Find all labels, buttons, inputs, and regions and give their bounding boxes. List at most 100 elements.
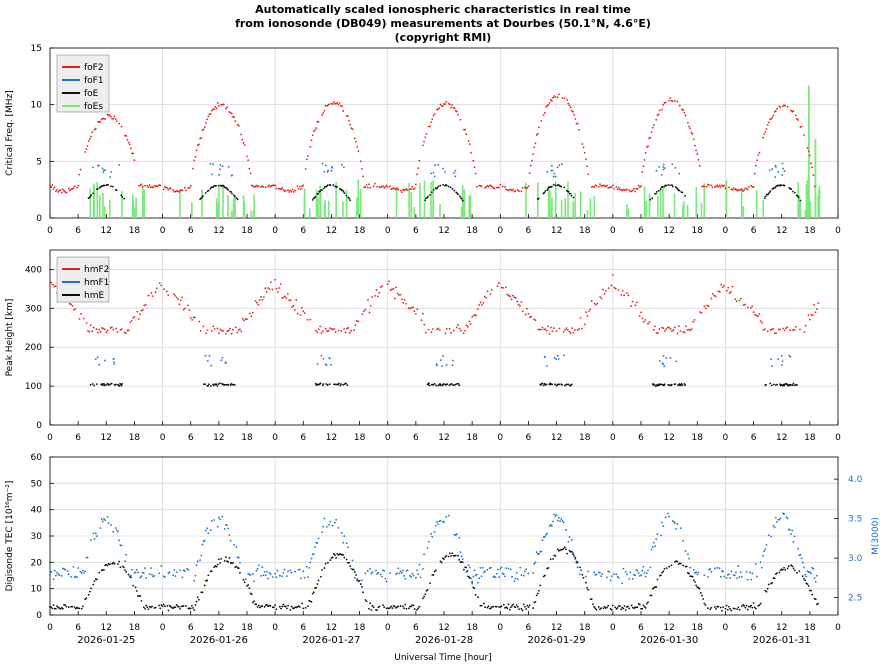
foEs-bar — [547, 188, 550, 218]
hmF2-point — [602, 288, 604, 291]
foE-point — [311, 198, 314, 201]
m3000-point — [550, 525, 553, 527]
m3000-point — [96, 535, 98, 538]
foF2-point — [467, 140, 470, 143]
hmF2-point — [747, 306, 749, 309]
tec-point — [642, 604, 645, 607]
hmF1-point — [452, 359, 454, 362]
y-tick-label: 40 — [31, 506, 43, 516]
foF2-point — [280, 188, 282, 191]
foE-point — [319, 190, 322, 193]
foE-point — [123, 197, 126, 200]
foE-point — [659, 188, 662, 191]
foF2-point — [445, 101, 448, 103]
x-tick-label: 12 — [438, 433, 449, 443]
hmF2-point — [662, 327, 665, 330]
hmF2-point — [571, 327, 573, 330]
tec-point — [78, 607, 81, 610]
foF2-point — [423, 140, 425, 143]
tec-point — [162, 603, 165, 606]
foF2-point — [195, 149, 198, 152]
hmF2-point — [679, 330, 682, 333]
x-tick-label: 18 — [579, 226, 591, 236]
foF2-point — [710, 184, 713, 187]
foF1-point — [327, 169, 330, 172]
foF2-point — [457, 113, 459, 116]
tec-point — [810, 589, 812, 592]
hmF2-point — [275, 287, 278, 290]
foF2-point — [644, 152, 647, 154]
foE-point — [453, 189, 456, 192]
tec-point — [730, 609, 733, 612]
hmE-point — [458, 384, 461, 387]
m3000-point — [406, 569, 409, 572]
foF2-point — [353, 137, 356, 140]
m3000-point — [412, 574, 415, 577]
hmF2-point — [565, 327, 568, 330]
tec-point — [74, 607, 77, 610]
m3000-point — [137, 571, 139, 574]
foF2-point — [573, 113, 576, 116]
hmF2-point — [420, 319, 423, 322]
hmF2-point — [230, 332, 233, 335]
m3000-point — [316, 542, 319, 545]
hmF2-point — [458, 327, 461, 330]
tec-point — [130, 576, 132, 579]
foF1-point — [663, 167, 666, 169]
y-tick-label: 0 — [36, 421, 42, 431]
hmF2-point — [416, 308, 419, 311]
tec-point — [628, 607, 631, 610]
foF2-point — [668, 99, 671, 102]
hmF2-point — [623, 294, 626, 297]
hmF1-point — [113, 363, 116, 366]
m3000-point — [99, 527, 102, 529]
foEs-bar — [742, 206, 745, 218]
hmF2-point — [119, 329, 122, 331]
foE-point — [764, 195, 767, 198]
foE-point — [460, 197, 463, 200]
foF2-point — [369, 186, 372, 189]
hmF2-point — [51, 283, 54, 286]
hmE-point — [118, 385, 121, 387]
foF2-point — [811, 166, 814, 169]
hmF2-point — [326, 330, 329, 333]
tec-point — [281, 605, 284, 608]
foF2-point — [487, 185, 490, 188]
hmF2-point — [607, 287, 610, 290]
foF1-point — [219, 164, 222, 166]
foF2-point — [577, 128, 580, 131]
hmF2-point — [150, 291, 153, 294]
m3000-point — [650, 548, 653, 551]
tec-point — [702, 598, 705, 600]
hmF2-point — [300, 306, 303, 309]
foF2-point — [692, 138, 695, 141]
hmF1-point — [543, 355, 546, 358]
foF2-point — [384, 185, 387, 188]
tec-point — [146, 606, 149, 609]
m3000-point — [199, 559, 201, 561]
m3000-point — [380, 575, 383, 578]
hmF2-point — [613, 286, 616, 289]
x-tick-label: 0 — [497, 226, 503, 236]
x-tick-label: 18 — [241, 623, 253, 633]
m3000-point — [647, 569, 649, 572]
hmF1-point — [563, 354, 565, 357]
m3000-point — [430, 532, 433, 535]
foEs-bar — [682, 205, 684, 218]
tec-point — [511, 604, 513, 607]
hmF2-point — [555, 330, 558, 333]
hmF2-point — [396, 292, 399, 295]
hmF2-point — [267, 287, 270, 289]
m3000-point — [718, 567, 721, 570]
tec-point — [266, 603, 268, 606]
hmE-point — [346, 384, 349, 387]
hmE-point — [428, 382, 430, 385]
hmF2-point — [759, 320, 762, 322]
foE-point — [236, 198, 239, 201]
m3000-point — [499, 568, 502, 570]
tec-point — [302, 607, 305, 610]
hmE-point — [328, 383, 331, 386]
hmF2-point — [289, 299, 292, 302]
m3000-point — [470, 577, 472, 580]
